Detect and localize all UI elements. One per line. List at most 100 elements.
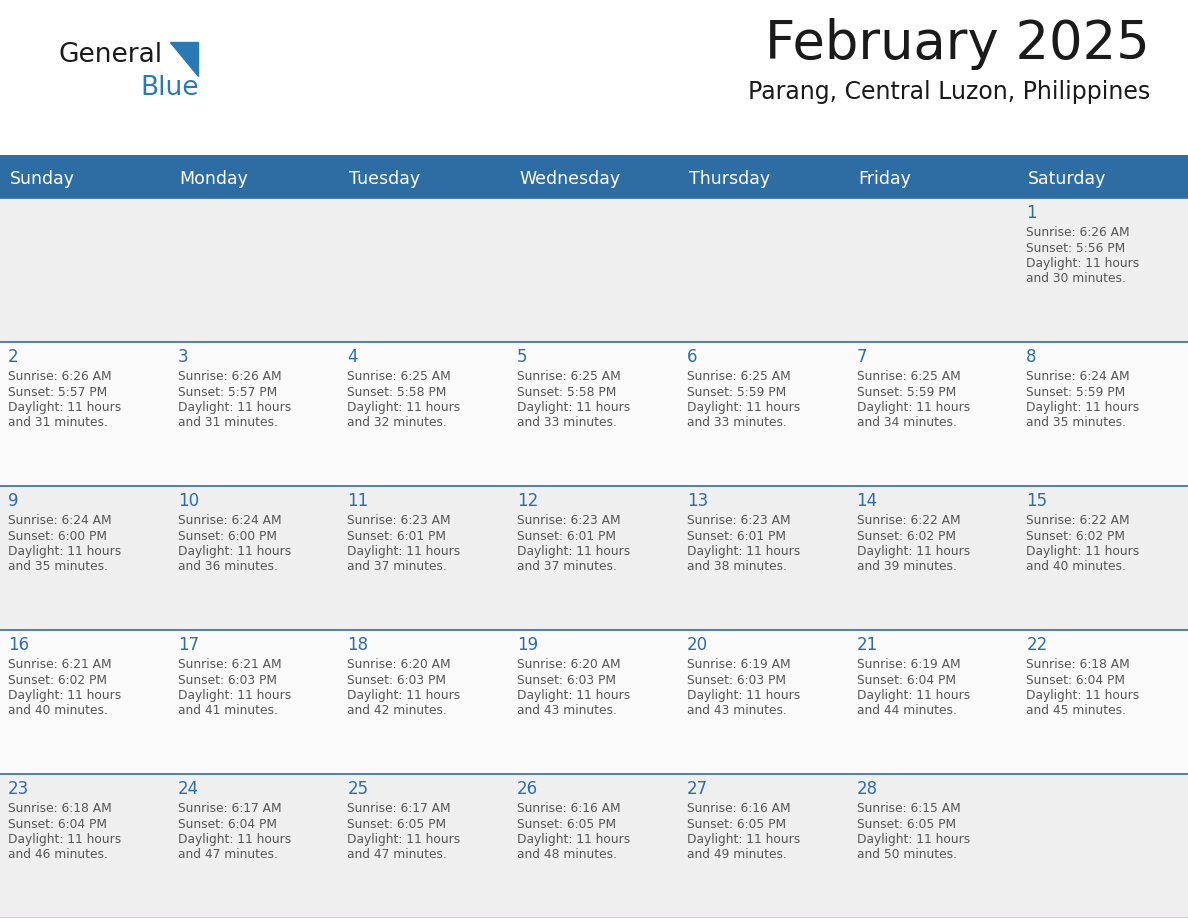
Text: Daylight: 11 hours: Daylight: 11 hours (517, 545, 631, 558)
Text: Daylight: 11 hours: Daylight: 11 hours (8, 545, 121, 558)
Bar (170, 774, 340, 918)
Text: General: General (58, 42, 162, 68)
Bar (0, 160, 1188, 198)
Text: and 35 minutes.: and 35 minutes. (1026, 417, 1126, 430)
Text: Daylight: 11 hours: Daylight: 11 hours (178, 401, 291, 414)
Bar (510, 486, 678, 630)
Text: Daylight: 11 hours: Daylight: 11 hours (8, 833, 121, 846)
Text: Sunrise: 6:24 AM: Sunrise: 6:24 AM (8, 514, 112, 527)
Text: Wednesday: Wednesday (519, 170, 620, 188)
Text: Sunset: 6:04 PM: Sunset: 6:04 PM (178, 818, 277, 831)
Text: Sunrise: 6:24 AM: Sunrise: 6:24 AM (1026, 370, 1130, 383)
Text: Sunset: 6:02 PM: Sunset: 6:02 PM (8, 674, 107, 687)
Text: Daylight: 11 hours: Daylight: 11 hours (857, 401, 969, 414)
Text: Sunset: 6:05 PM: Sunset: 6:05 PM (687, 818, 786, 831)
Bar (340, 486, 510, 630)
Text: and 45 minutes.: and 45 minutes. (1026, 704, 1126, 718)
Text: and 46 minutes.: and 46 minutes. (8, 848, 108, 861)
Bar (170, 486, 340, 630)
Bar (340, 630, 510, 774)
Text: Sunset: 5:57 PM: Sunset: 5:57 PM (8, 386, 107, 398)
Text: 3: 3 (178, 348, 189, 366)
Text: Sunset: 5:58 PM: Sunset: 5:58 PM (517, 386, 617, 398)
Text: Daylight: 11 hours: Daylight: 11 hours (1026, 257, 1139, 270)
Text: Sunset: 5:59 PM: Sunset: 5:59 PM (1026, 386, 1125, 398)
Text: and 36 minutes.: and 36 minutes. (178, 561, 278, 574)
Text: 19: 19 (517, 636, 538, 654)
Text: Sunday: Sunday (10, 170, 75, 188)
Text: Sunrise: 6:19 AM: Sunrise: 6:19 AM (687, 658, 790, 671)
Text: 1: 1 (1026, 204, 1037, 222)
Text: Daylight: 11 hours: Daylight: 11 hours (178, 689, 291, 702)
Text: 6: 6 (687, 348, 697, 366)
Text: Sunset: 6:01 PM: Sunset: 6:01 PM (687, 530, 785, 543)
Bar (678, 486, 848, 630)
Text: Sunset: 6:04 PM: Sunset: 6:04 PM (8, 818, 107, 831)
Text: and 33 minutes.: and 33 minutes. (687, 417, 786, 430)
Bar (848, 342, 1018, 486)
Text: Sunrise: 6:15 AM: Sunrise: 6:15 AM (857, 802, 960, 815)
Text: Tuesday: Tuesday (349, 170, 421, 188)
Text: Blue: Blue (140, 75, 198, 101)
Text: 16: 16 (8, 636, 30, 654)
Text: and 31 minutes.: and 31 minutes. (8, 417, 108, 430)
Bar (678, 630, 848, 774)
Text: and 48 minutes.: and 48 minutes. (517, 848, 617, 861)
Bar (170, 198, 340, 342)
Text: 14: 14 (857, 492, 878, 510)
Text: Sunrise: 6:18 AM: Sunrise: 6:18 AM (1026, 658, 1130, 671)
Text: Daylight: 11 hours: Daylight: 11 hours (1026, 689, 1139, 702)
Text: Daylight: 11 hours: Daylight: 11 hours (1026, 545, 1139, 558)
Bar (848, 198, 1018, 342)
Text: 28: 28 (857, 780, 878, 798)
Text: Sunset: 6:05 PM: Sunset: 6:05 PM (517, 818, 617, 831)
Bar (848, 630, 1018, 774)
Text: and 31 minutes.: and 31 minutes. (178, 417, 278, 430)
Text: and 32 minutes.: and 32 minutes. (347, 417, 448, 430)
Bar (340, 774, 510, 918)
Bar (510, 630, 678, 774)
Text: and 49 minutes.: and 49 minutes. (687, 848, 786, 861)
Bar (340, 198, 510, 342)
Text: Daylight: 11 hours: Daylight: 11 hours (687, 401, 800, 414)
Text: Sunrise: 6:21 AM: Sunrise: 6:21 AM (178, 658, 282, 671)
Text: Sunrise: 6:26 AM: Sunrise: 6:26 AM (1026, 226, 1130, 239)
Text: Sunset: 6:04 PM: Sunset: 6:04 PM (1026, 674, 1125, 687)
Text: Sunset: 5:56 PM: Sunset: 5:56 PM (1026, 241, 1125, 254)
Text: 20: 20 (687, 636, 708, 654)
Bar (0, 198, 170, 342)
Bar (170, 342, 340, 486)
Bar (848, 486, 1018, 630)
Text: Thursday: Thursday (689, 170, 770, 188)
Text: Sunrise: 6:23 AM: Sunrise: 6:23 AM (347, 514, 451, 527)
Text: Sunrise: 6:24 AM: Sunrise: 6:24 AM (178, 514, 282, 527)
Text: and 47 minutes.: and 47 minutes. (178, 848, 278, 861)
Bar (0, 630, 170, 774)
Text: Sunset: 5:57 PM: Sunset: 5:57 PM (178, 386, 277, 398)
Text: Daylight: 11 hours: Daylight: 11 hours (857, 833, 969, 846)
Bar (510, 198, 678, 342)
Bar (510, 774, 678, 918)
Bar (1018, 342, 1188, 486)
Text: 11: 11 (347, 492, 368, 510)
Text: 21: 21 (857, 636, 878, 654)
Text: Sunset: 6:03 PM: Sunset: 6:03 PM (687, 674, 785, 687)
Text: Daylight: 11 hours: Daylight: 11 hours (178, 833, 291, 846)
Text: Sunrise: 6:21 AM: Sunrise: 6:21 AM (8, 658, 112, 671)
Text: 17: 17 (178, 636, 198, 654)
Bar (1018, 774, 1188, 918)
Text: 4: 4 (347, 348, 358, 366)
Text: Sunset: 6:00 PM: Sunset: 6:00 PM (178, 530, 277, 543)
Text: Parang, Central Luzon, Philippines: Parang, Central Luzon, Philippines (747, 80, 1150, 104)
Text: Sunrise: 6:25 AM: Sunrise: 6:25 AM (857, 370, 960, 383)
Text: Daylight: 11 hours: Daylight: 11 hours (347, 833, 461, 846)
Text: 23: 23 (8, 780, 30, 798)
Text: 25: 25 (347, 780, 368, 798)
Text: Daylight: 11 hours: Daylight: 11 hours (8, 689, 121, 702)
Bar (510, 342, 678, 486)
Bar (1018, 630, 1188, 774)
Text: Saturday: Saturday (1029, 170, 1107, 188)
Text: Sunset: 6:00 PM: Sunset: 6:00 PM (8, 530, 107, 543)
Text: 13: 13 (687, 492, 708, 510)
Text: 27: 27 (687, 780, 708, 798)
